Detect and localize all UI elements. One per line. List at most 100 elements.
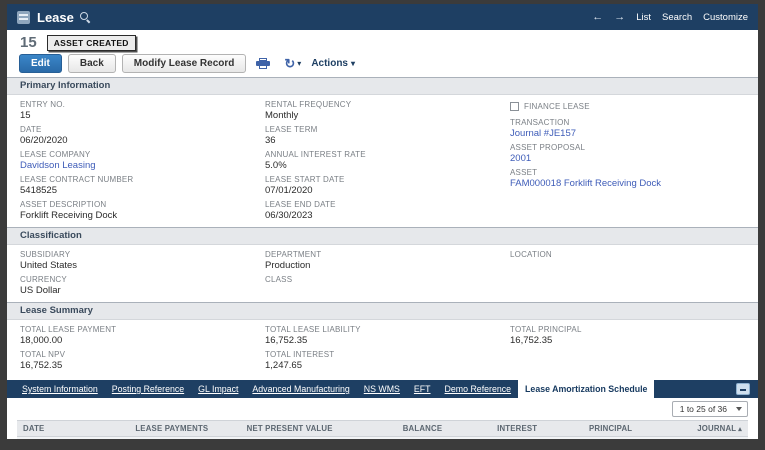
field-value: 06/30/2023 [265,210,500,222]
finance-lease-checkbox[interactable] [510,102,519,111]
table-row: 07/01/2020 500.00 500.00 16,252.35 0.00 … [17,437,748,440]
field-lease-start-date: LEASE START DATE 07/01/2020 [265,175,500,197]
pagination-label: 1 to 25 of 36 [680,404,727,414]
record-type-icon [17,11,30,24]
pagination-row: 1 to 25 of 36 [7,398,758,419]
actions-menu-button[interactable]: Actions ▾ [311,58,355,69]
sort-asc-icon: ▴ [738,426,742,433]
section-primary-information-header: Primary Information [7,77,758,95]
app-window: Lease ← → List Search Customize 15 ASSET… [7,4,758,439]
subtab-bar: System Information Posting Reference GL … [7,380,758,398]
col-date[interactable]: DATE [17,421,112,437]
section-primary-information: ENTRY NO. 15 DATE 06/20/2020 LEASE COMPA… [7,95,758,227]
tab-eft[interactable]: EFT [407,380,438,398]
col-interest[interactable]: INTEREST [448,421,543,437]
field-value: 16,752.35 [20,360,255,372]
toolbar: Edit Back Modify Lease Record ↻ ▾ Action… [7,53,758,77]
tab-lease-amortization-schedule[interactable]: Lease Amortization Schedule [518,380,654,398]
col-journal[interactable]: JOURNAL▴ [638,421,748,437]
nav-search-link[interactable]: Search [662,12,692,23]
field-value: 07/01/2020 [265,185,500,197]
field-value: 36 [265,135,500,147]
field-label: FINANCE LEASE [524,102,590,111]
field-label: TOTAL INTEREST [265,350,500,360]
amortization-table: DATE LEASE PAYMENTS NET PRESENT VALUE BA… [17,420,748,439]
field-label: ASSET DESCRIPTION [20,200,255,210]
field-value: 5.0% [265,160,500,172]
nav-customize-link[interactable]: Customize [703,12,748,23]
tab-ns-wms[interactable]: NS WMS [357,380,407,398]
field-value: Forklift Receiving Dock [20,210,255,222]
col-lease-payments[interactable]: LEASE PAYMENTS [112,421,214,437]
field-lease-company: LEASE COMPANY Davidson Leasing [20,150,255,172]
status-badge: ASSET CREATED [47,35,136,51]
field-value: 06/20/2020 [20,135,255,147]
field-total-lease-payment: TOTAL LEASE PAYMENT 18,000.00 [20,325,255,347]
asset-proposal-link[interactable]: 2001 [510,153,735,165]
export-menu-button[interactable]: ↻ ▾ [280,56,305,72]
section-classification-header: Classification [7,227,758,245]
field-label: TOTAL LEASE LIABILITY [265,325,500,335]
pagination-select[interactable]: 1 to 25 of 36 [672,401,748,417]
nav-list-link[interactable]: List [636,12,651,23]
field-total-interest: TOTAL INTEREST 1,247.65 [265,350,500,372]
col-net-present-value[interactable]: NET PRESENT VALUE [214,421,338,437]
field-lease-end-date: LEASE END DATE 06/30/2023 [265,200,500,222]
field-value: 5418525 [20,185,255,197]
field-label: TRANSACTION [510,118,735,128]
actions-label: Actions [311,58,348,69]
field-label: CURRENCY [20,275,255,285]
field-transaction: TRANSACTION Journal #JE157 [510,118,735,140]
field-asset: ASSET FAM000018 Forklift Receiving Dock [510,168,735,190]
field-label: TOTAL NPV [20,350,255,360]
print-button[interactable] [252,56,274,72]
field-annual-interest-rate: ANNUAL INTEREST RATE 5.0% [265,150,500,172]
field-lease-contract-number: LEASE CONTRACT NUMBER 5418525 [20,175,255,197]
field-label: LEASE END DATE [265,200,500,210]
field-value: Monthly [265,110,500,122]
field-rental-frequency: RENTAL FREQUENCY Monthly [265,100,500,122]
field-total-principal: TOTAL PRINCIPAL 16,752.35 [510,325,735,347]
field-currency: CURRENCY US Dollar [20,275,255,297]
tab-advanced-manufacturing[interactable]: Advanced Manufacturing [245,380,356,398]
tab-gl-impact[interactable]: GL Impact [191,380,245,398]
field-subsidiary: SUBSIDIARY United States [20,250,255,272]
field-value: 16,752.35 [510,335,735,347]
nav-back-icon[interactable]: ← [592,11,603,23]
field-label: LEASE COMPANY [20,150,255,160]
modify-lease-record-button[interactable]: Modify Lease Record [122,54,247,73]
field-label: ANNUAL INTEREST RATE [265,150,500,160]
lease-company-link[interactable]: Davidson Leasing [20,160,255,172]
field-label: ASSET [510,168,735,178]
tab-posting-reference[interactable]: Posting Reference [105,380,191,398]
tab-demo-reference[interactable]: Demo Reference [438,380,519,398]
field-asset-proposal: ASSET PROPOSAL 2001 [510,143,735,165]
transaction-link[interactable]: Journal #JE157 [510,128,735,140]
asset-link[interactable]: FAM000018 Forklift Receiving Dock [510,178,735,190]
field-label: ENTRY NO. [20,100,255,110]
field-value [265,285,500,297]
record-id: 15 [20,34,37,51]
col-principal[interactable]: PRINCIPAL [543,421,638,437]
col-balance[interactable]: BALANCE [339,421,449,437]
nav-forward-icon[interactable]: → [614,11,625,23]
tab-system-information[interactable]: System Information [15,380,105,398]
field-value: Production [265,260,500,272]
collapse-icon[interactable] [736,383,750,395]
field-value: US Dollar [20,285,255,297]
section-lease-summary-header: Lease Summary [7,302,758,320]
record-header: 15 ASSET CREATED [7,30,758,53]
title-search-icon[interactable] [80,12,91,23]
field-finance-lease: FINANCE LEASE [510,100,735,112]
field-value: United States [20,260,255,272]
field-label: TOTAL PRINCIPAL [510,325,735,335]
page-title: Lease [37,10,74,25]
chevron-down-icon: ▾ [297,59,301,68]
field-lease-term: LEASE TERM 36 [265,125,500,147]
edit-button[interactable]: Edit [19,54,62,73]
back-button[interactable]: Back [68,54,116,73]
field-total-npv: TOTAL NPV 16,752.35 [20,350,255,372]
field-class: CLASS [265,275,500,297]
field-label: LEASE CONTRACT NUMBER [20,175,255,185]
field-label: DATE [20,125,255,135]
